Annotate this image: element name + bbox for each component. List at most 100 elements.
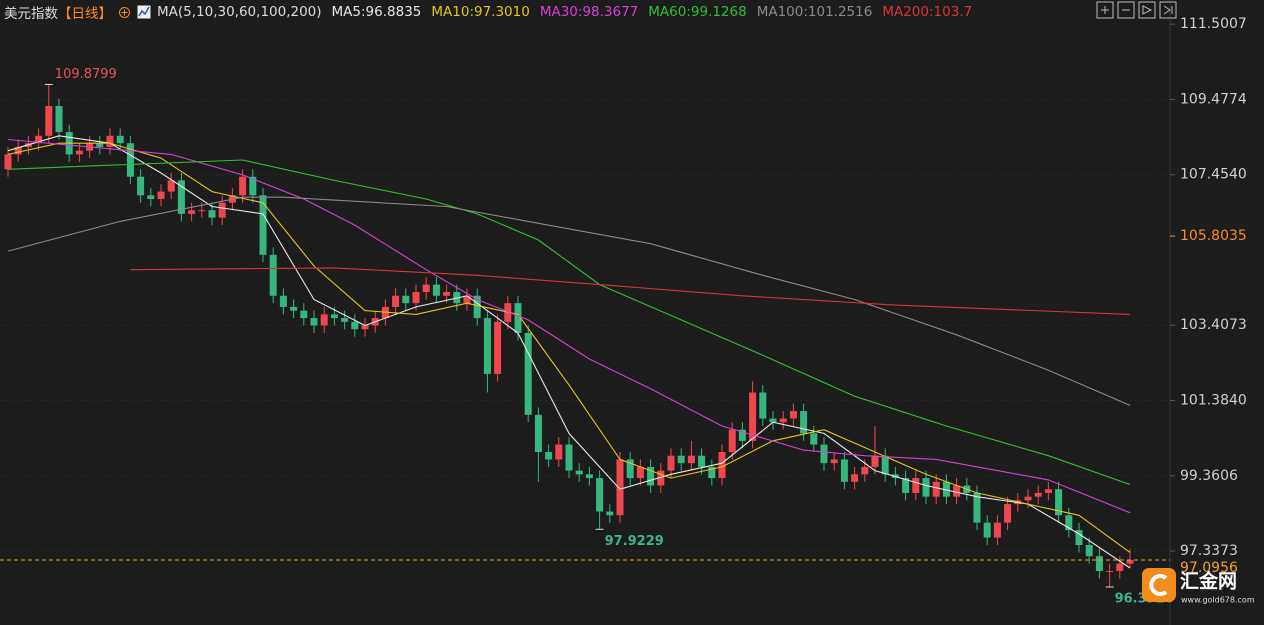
- candle-body: [667, 455, 675, 471]
- candle-body: [361, 325, 369, 330]
- watermark-brand: 汇金网: [1180, 570, 1237, 593]
- candle-body: [126, 143, 134, 177]
- candle-body: [402, 295, 410, 304]
- candle-body: [687, 455, 695, 464]
- candle-body: [738, 429, 746, 441]
- candle-body: [1075, 530, 1083, 546]
- toolbar[interactable]: [1096, 1, 1177, 19]
- candle-body: [218, 202, 226, 218]
- candle-body: [1065, 515, 1073, 531]
- candle-body: [749, 392, 757, 441]
- legend-entry: MA60:99.1268: [648, 4, 747, 20]
- candle-body: [320, 314, 328, 326]
- y-tick-label: 111.5007: [1180, 16, 1247, 32]
- candle-body: [973, 492, 981, 523]
- candles: [4, 84, 1134, 587]
- instrument-title: 美元指数: [4, 6, 58, 22]
- candle-body: [912, 478, 920, 493]
- tool-zoom-in[interactable]: [1096, 1, 1114, 19]
- indicator-spec: MA(5,10,30,60,100,200): [157, 4, 322, 20]
- candle-body: [647, 466, 655, 486]
- candle-body: [35, 135, 43, 144]
- candle-body: [636, 466, 644, 479]
- indicator-icon[interactable]: [137, 5, 151, 19]
- candle-body: [341, 318, 349, 322]
- candle-body: [269, 254, 277, 296]
- ma-line: [7, 138, 1131, 514]
- candle-body: [606, 511, 614, 516]
- candle-body: [188, 210, 196, 214]
- candle-body: [473, 295, 481, 319]
- watermark-glyph: [1149, 574, 1168, 596]
- candle-body: [106, 135, 114, 147]
- candle-body: [45, 106, 53, 136]
- candle-body: [657, 470, 665, 486]
- candle-body: [300, 310, 308, 319]
- ma-line: [7, 135, 1131, 569]
- candle-body: [932, 481, 940, 497]
- candle-body: [575, 470, 583, 475]
- candle-body: [463, 295, 471, 304]
- last-price-label: 97.0956: [1180, 560, 1238, 576]
- candle-body: [432, 284, 440, 296]
- candle-body: [239, 176, 247, 196]
- tool-zoom-out[interactable]: [1117, 1, 1135, 19]
- candle-body: [881, 455, 889, 475]
- candle-body: [1106, 571, 1114, 573]
- watermark: 汇金网 www.gold678.com: [1142, 568, 1255, 605]
- candle-body: [698, 455, 706, 467]
- candle-body: [545, 452, 553, 460]
- candle-body: [259, 195, 267, 255]
- y-tick-label: 103.4073: [1180, 317, 1247, 333]
- candle-body: [422, 284, 430, 293]
- candle-body: [1116, 563, 1124, 572]
- candle-body: [147, 195, 155, 200]
- y-tick-label: 109.4774: [1180, 91, 1247, 107]
- candle-body: [840, 459, 848, 482]
- tool-end[interactable]: [1159, 1, 1177, 19]
- watermark-url: www.gold678.com: [1181, 596, 1255, 605]
- candle-body: [137, 176, 145, 196]
- legend-entry: MA100:101.2516: [756, 4, 873, 20]
- candle-body: [351, 321, 359, 330]
- ma-line: [7, 142, 1131, 553]
- candle-body: [1085, 545, 1093, 557]
- candle-body: [524, 332, 532, 415]
- candle-body: [830, 459, 838, 464]
- low-label: 97.9229: [605, 534, 664, 549]
- candle-body: [983, 522, 991, 538]
- candle-body: [249, 176, 257, 196]
- candle-body: [851, 474, 859, 482]
- candle-body: [1024, 496, 1032, 501]
- marker-level-label: 105.8035: [1180, 228, 1247, 244]
- candle-body: [208, 210, 216, 218]
- candle-body: [585, 474, 593, 479]
- candle-body: [728, 429, 736, 453]
- ma-line: [7, 196, 1131, 406]
- candle-body: [279, 295, 287, 307]
- y-tick-label: 97.3373: [1180, 543, 1238, 559]
- candle-body: [800, 411, 808, 434]
- candle-body: [443, 292, 451, 296]
- candle-body: [922, 478, 930, 497]
- candle-body: [820, 444, 828, 464]
- period[interactable]: 【日线】: [58, 6, 112, 22]
- tool-play[interactable]: [1138, 1, 1156, 19]
- ma-line: [7, 159, 1131, 486]
- candle-body: [75, 150, 83, 155]
- candle-body: [953, 485, 961, 497]
- legend-entry: MA200:103.7: [882, 4, 973, 20]
- candle-body: [534, 414, 542, 453]
- candle-body: [310, 318, 318, 326]
- watermark-logo: [1142, 568, 1176, 602]
- candle-body: [1004, 504, 1012, 523]
- candle-body: [1055, 489, 1063, 516]
- candle-body: [514, 303, 522, 333]
- add-icon[interactable]: [118, 6, 131, 19]
- legend-entry: MA30:98.3677: [539, 4, 639, 20]
- candle-body: [483, 318, 491, 374]
- candle-body: [14, 146, 22, 155]
- high-label: 109.8799: [55, 67, 117, 82]
- candle-body: [330, 314, 338, 319]
